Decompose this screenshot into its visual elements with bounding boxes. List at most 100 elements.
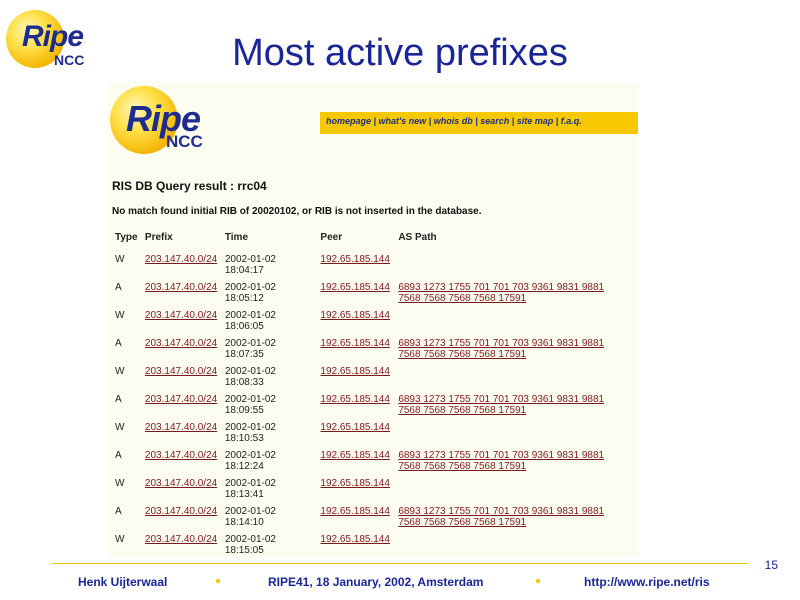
row-time-cell: 2002-01-02 18:04:17: [225, 254, 321, 282]
table-row: W 203.147.40.0/24 2002-01-02 18:10:53 192.65…: [112, 422, 638, 450]
row-type: W: [115, 422, 125, 433]
row-time-cell: 2002-01-02 18:06:05: [225, 310, 321, 338]
peer-link[interactable]: 192.65.185.144: [320, 534, 390, 545]
table-row: W 203.147.40.0/24 2002-01-02 18:13:41 192.65…: [112, 478, 638, 506]
as-path-link[interactable]: 6893 1273 1755 701 701 703 9361 9831 988…: [398, 506, 605, 517]
col-header-as-path: AS Path: [398, 232, 437, 243]
table-header-row: Type Prefix Time Peer AS Path: [112, 232, 638, 254]
logo-ncc-text: NCC: [54, 52, 85, 68]
as-path-link[interactable]: 6893 1273 1755 701 701 703 9361 9831 988…: [398, 338, 605, 349]
table-row: A 203.147.40.0/24 2002-01-02 18:14:10 192.65…: [112, 506, 638, 534]
webpage-nav-bar[interactable]: homepage | what's new | whois db | searc…: [320, 112, 638, 134]
as-path-link[interactable]: 6893 1273 1755 701 701 703 9361 9831 988…: [398, 450, 605, 461]
row-time-cell: 2002-01-02 18:13:41: [225, 478, 321, 506]
peer-link[interactable]: 192.65.185.144: [320, 506, 390, 517]
table-row: A 203.147.40.0/24 2002-01-02 18:07:35 192.65…: [112, 338, 638, 366]
row-date: 2002-01-02: [224, 254, 276, 265]
row-peer-cell: 192.65.185.144: [320, 534, 398, 558]
row-time: 18:12:24: [224, 461, 264, 472]
as-path-link[interactable]: 6893 1273 1755 701 701 703 9361 9831 988…: [398, 282, 605, 293]
table-row: A 203.147.40.0/24 2002-01-02 18:05:12 192.65…: [112, 282, 638, 310]
prefix-link[interactable]: 203.147.40.0/24: [144, 422, 218, 433]
as-path-link[interactable]: 6893 1273 1755 701 701 703 9361 9831 988…: [398, 394, 605, 405]
row-as-path-cell: [398, 478, 638, 506]
peer-link[interactable]: 192.65.185.144: [320, 282, 390, 293]
row-as-path-cell: [398, 254, 638, 282]
as-path-link[interactable]: 7568 7568 7568 7568 17591: [398, 405, 527, 416]
row-type: A: [115, 394, 122, 405]
as-path-link[interactable]: 7568 7568 7568 7568 17591: [398, 349, 527, 360]
row-type: A: [115, 506, 122, 517]
footer-url[interactable]: http://www.ripe.net/ris: [584, 575, 710, 589]
prefix-link[interactable]: 203.147.40.0/24: [144, 338, 218, 349]
row-type: W: [115, 310, 125, 321]
row-prefix-cell: 203.147.40.0/24: [145, 478, 225, 506]
row-date: 2002-01-02: [224, 394, 276, 405]
peer-link[interactable]: 192.65.185.144: [320, 478, 390, 489]
peer-link[interactable]: 192.65.185.144: [320, 310, 390, 321]
row-prefix-cell: 203.147.40.0/24: [145, 254, 225, 282]
row-peer-cell: 192.65.185.144: [320, 338, 398, 366]
row-prefix-cell: 203.147.40.0/24: [145, 422, 225, 450]
logo-ripe-text: Ripe: [22, 20, 84, 53]
row-time-cell: 2002-01-02 18:09:55: [225, 394, 321, 422]
prefix-link[interactable]: 203.147.40.0/24: [144, 310, 218, 321]
peer-link[interactable]: 192.65.185.144: [320, 254, 390, 265]
footer-divider: [52, 563, 748, 564]
prefix-link[interactable]: 203.147.40.0/24: [144, 282, 218, 293]
footer-event: RIPE41, 18 January, 2002, Amsterdam: [268, 575, 484, 589]
row-type: A: [115, 338, 122, 349]
row-time: 18:08:33: [224, 377, 264, 388]
footer-bullet: [216, 579, 220, 583]
webpage-nav-links[interactable]: homepage | what's new | whois db | searc…: [326, 116, 582, 126]
row-time: 18:06:05: [224, 321, 264, 332]
ripe-ncc-logo: Ripe NCC: [6, 8, 106, 72]
prefix-link[interactable]: 203.147.40.0/24: [144, 254, 218, 265]
row-prefix-cell: 203.147.40.0/24: [145, 394, 225, 422]
table-row: W 203.147.40.0/24 2002-01-02 18:06:05 192.65…: [112, 310, 638, 338]
table-row: A 203.147.40.0/24 2002-01-02 18:09:55 192.65…: [112, 394, 638, 422]
peer-link[interactable]: 192.65.185.144: [320, 338, 390, 349]
no-match-message: No match found initial RIB of 20020102, …: [112, 206, 482, 217]
row-as-path-cell: 6893 1273 1755 701 701 703 9361 9831 988…: [398, 282, 638, 310]
prefix-link[interactable]: 203.147.40.0/24: [144, 366, 218, 377]
row-date: 2002-01-02: [224, 422, 276, 433]
peer-link[interactable]: 192.65.185.144: [320, 422, 390, 433]
row-type: W: [115, 254, 125, 265]
as-path-link[interactable]: 7568 7568 7568 7568 17591: [398, 517, 527, 528]
row-date: 2002-01-02: [224, 282, 276, 293]
peer-link[interactable]: 192.65.185.144: [320, 366, 390, 377]
row-time-cell: 2002-01-02 18:05:12: [225, 282, 321, 310]
row-date: 2002-01-02: [224, 338, 276, 349]
row-peer-cell: 192.65.185.144: [320, 394, 398, 422]
row-as-path-cell: [398, 310, 638, 338]
prefix-link[interactable]: 203.147.40.0/24: [144, 506, 218, 517]
row-prefix-cell: 203.147.40.0/24: [145, 506, 225, 534]
peer-link[interactable]: 192.65.185.144: [320, 394, 390, 405]
col-header-peer: Peer: [320, 232, 343, 243]
row-prefix-cell: 203.147.40.0/24: [145, 338, 225, 366]
row-as-path-cell: 6893 1273 1755 701 701 703 9361 9831 988…: [398, 338, 638, 366]
row-type: A: [115, 282, 122, 293]
prefix-link[interactable]: 203.147.40.0/24: [144, 534, 218, 545]
row-time-cell: 2002-01-02 18:08:33: [225, 366, 321, 394]
webpage-ripe-ncc-logo: Ripe NCC: [110, 86, 220, 160]
prefix-link[interactable]: 203.147.40.0/24: [144, 450, 218, 461]
row-type: W: [115, 366, 125, 377]
row-as-path-cell: 6893 1273 1755 701 701 703 9361 9831 988…: [398, 506, 638, 534]
prefix-link[interactable]: 203.147.40.0/24: [144, 478, 218, 489]
table-row: W 203.147.40.0/24 2002-01-02 18:15:05 192.65…: [112, 534, 638, 558]
table-row: W 203.147.40.0/24 2002-01-02 18:08:33 192.65…: [112, 366, 638, 394]
peer-link[interactable]: 192.65.185.144: [320, 450, 390, 461]
row-prefix-cell: 203.147.40.0/24: [145, 534, 225, 558]
as-path-link[interactable]: 7568 7568 7568 7568 17591: [398, 461, 527, 472]
row-peer-cell: 192.65.185.144: [320, 478, 398, 506]
prefix-link[interactable]: 203.147.40.0/24: [144, 394, 218, 405]
row-date: 2002-01-02: [224, 534, 276, 545]
row-prefix-cell: 203.147.40.0/24: [145, 450, 225, 478]
as-path-link[interactable]: 7568 7568 7568 7568 17591: [398, 293, 527, 304]
page-number: 15: [764, 558, 778, 572]
row-time-cell: 2002-01-02 18:07:35: [225, 338, 321, 366]
footer-author: Henk Uijterwaal: [78, 575, 168, 589]
row-time: 18:15:05: [224, 545, 264, 556]
